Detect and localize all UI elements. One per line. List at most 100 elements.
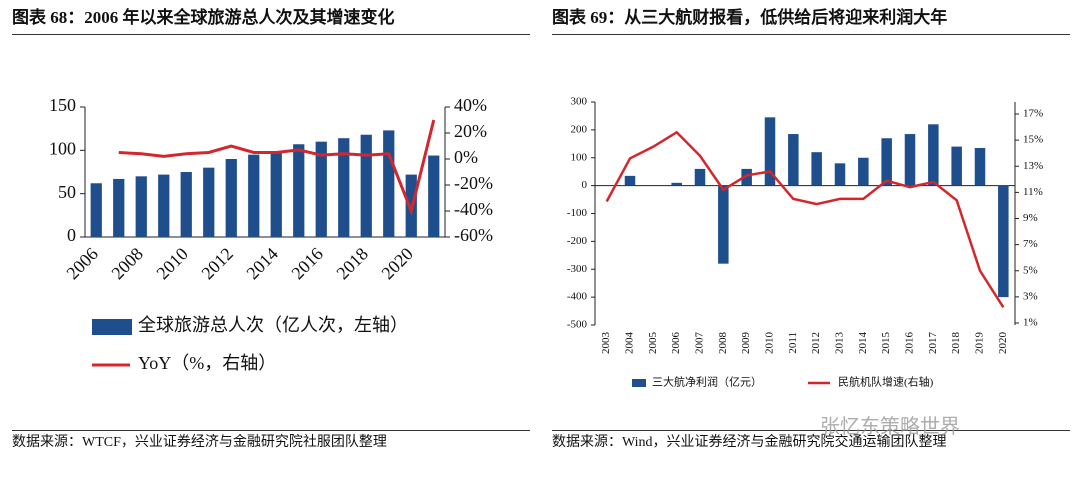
x-tick-label: 2017: [927, 332, 939, 355]
x-tick-label: 2010: [764, 332, 776, 355]
source-rule: [552, 430, 1070, 431]
y-tick-label: 0: [582, 179, 588, 191]
watermark: 张忆东策略世界: [820, 414, 960, 438]
bar: [834, 163, 846, 186]
y2-tick-label: -20%: [454, 173, 493, 193]
y-tick-label: 100: [49, 138, 76, 158]
source: 数据来源：WTCF，兴业证券经济与金融研究院社服团队整理: [12, 435, 387, 450]
y-tick-label: 300: [571, 96, 588, 108]
y2-tick-label: 3%: [1023, 290, 1038, 302]
bar: [158, 174, 170, 237]
legend-label: YoY（%，右轴）: [138, 353, 276, 373]
x-tick-label: 2008: [107, 244, 147, 284]
y-tick-label: 0: [67, 225, 76, 245]
title-rule: [552, 34, 1070, 35]
x-tick-label: 2008: [717, 332, 729, 355]
y-tick-label: -500: [567, 319, 588, 331]
y2-tick-label: 17%: [1023, 108, 1043, 120]
bar: [788, 134, 799, 186]
chart-title: 图表 68：2006 年以来全球旅游总人次及其增速变化: [12, 8, 395, 27]
bar: [383, 130, 395, 237]
y-tick-label: -300: [567, 263, 588, 275]
bar: [225, 159, 237, 237]
bar: [203, 167, 215, 237]
y2-tick-label: -40%: [454, 199, 493, 219]
y2-tick-label: 5%: [1023, 264, 1038, 276]
x-tick-label: 2003: [600, 332, 612, 355]
source-rule: [12, 430, 530, 431]
x-tick-label: 2018: [950, 332, 962, 355]
bar: [180, 172, 192, 237]
bar: [904, 134, 916, 186]
x-tick-label: 2006: [670, 332, 682, 355]
y-tick-label: 100: [571, 151, 588, 163]
bar: [718, 185, 729, 264]
title-rule: [12, 34, 530, 35]
bar: [624, 175, 636, 186]
bar: [998, 185, 1009, 298]
bar: [928, 124, 939, 186]
x-tick-label: 2011: [787, 332, 799, 354]
x-tick-label: 2005: [647, 332, 659, 355]
x-tick-label: 2014: [857, 332, 869, 355]
x-tick-label: 2010: [152, 244, 192, 284]
y-tick-label: 200: [571, 123, 588, 135]
x-tick-label: 2016: [904, 332, 916, 355]
bar: [338, 138, 350, 237]
x-tick-label: 2012: [197, 244, 237, 284]
bar: [135, 176, 147, 237]
x-tick-label: 2018: [332, 244, 372, 284]
bar: [951, 146, 962, 186]
y2-tick-label: 0%: [454, 147, 478, 167]
bar: [90, 183, 102, 237]
y-tick-label: 50: [58, 182, 76, 202]
x-tick-label: 2016: [287, 244, 327, 284]
y-tick-label: -100: [567, 207, 588, 219]
y2-tick-label: 20%: [454, 121, 487, 141]
legend-label: 三大航净利润（亿元）: [652, 375, 762, 389]
y2-tick-label: 9%: [1023, 212, 1038, 224]
bar: [694, 168, 706, 186]
x-tick-label: 2014: [242, 244, 282, 284]
bar: [974, 147, 986, 186]
legend-swatch: [632, 379, 646, 387]
line: [605, 130, 1005, 308]
chart-title: 图表 69：从三大航财报看，低供给后将迎来利润大年: [552, 8, 948, 27]
y2-tick-label: 7%: [1023, 238, 1038, 250]
x-tick-label: 2006: [62, 244, 102, 284]
bar: [881, 138, 892, 186]
y2-tick-label: 13%: [1023, 160, 1043, 172]
y-tick-label: 150: [49, 95, 76, 115]
y2-tick-label: 1%: [1023, 317, 1038, 329]
bar: [360, 134, 372, 237]
bar: [293, 144, 305, 237]
x-tick-label: 2012: [810, 332, 822, 354]
x-tick-label: 2020: [377, 244, 417, 284]
x-tick-label: 2007: [694, 332, 706, 355]
legend-label: 全球旅游总人次（亿人次，左轴）: [138, 315, 408, 335]
x-tick-label: 2015: [880, 332, 892, 355]
y-tick-label: -400: [567, 291, 588, 303]
legend-label: 民航机队增速(右轴): [838, 375, 934, 389]
line: [118, 119, 436, 216]
x-tick-label: 2004: [624, 332, 636, 355]
bar: [858, 157, 869, 186]
bar: [270, 152, 282, 237]
y2-tick-label: 15%: [1023, 134, 1043, 146]
bar: [113, 178, 125, 237]
x-tick-label: 2009: [740, 332, 752, 355]
x-tick-label: 2020: [997, 331, 1009, 354]
y-tick-label: -200: [567, 235, 588, 247]
legend-swatch: [92, 319, 132, 335]
bar: [764, 117, 776, 186]
y2-tick-label: -60%: [454, 225, 493, 245]
x-tick-label: 2019: [974, 332, 986, 355]
source: 数据来源：Wind，兴业证券经济与金融研究院交通运输团队整理: [552, 435, 947, 450]
bar: [428, 155, 440, 237]
y2-tick-label: 40%: [454, 95, 487, 115]
bar: [741, 168, 752, 186]
x-tick-label: 2013: [834, 332, 846, 355]
bar: [248, 154, 260, 237]
